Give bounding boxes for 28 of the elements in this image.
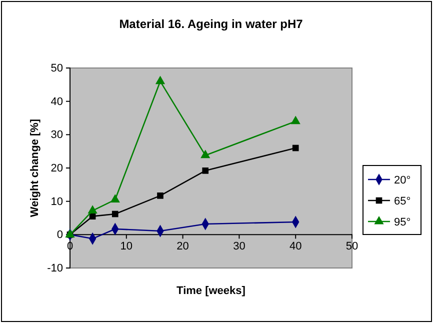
y-tick-label: -10 [47, 262, 63, 275]
point [157, 192, 164, 199]
point [292, 144, 299, 152]
y-tick-label: 20 [50, 162, 63, 175]
legend-label: 65° [394, 196, 411, 208]
y-axis-title: Weight change [%] [29, 118, 41, 218]
x-tick-label: 10 [120, 240, 133, 252]
point [65, 229, 75, 238]
y-tick-label: 40 [50, 96, 63, 108]
x-tick-label: 30 [233, 240, 246, 252]
x-tick-label: 40 [289, 240, 302, 252]
point [110, 194, 120, 202]
point [155, 76, 166, 84]
y-tick-label: 50 [50, 62, 63, 75]
point [202, 168, 209, 174]
chart-title: Material 16. Ageing in water pH7 [119, 17, 304, 31]
y-tick-label: 0 [56, 229, 63, 242]
point [112, 210, 118, 218]
y-tick-label: 10 [50, 196, 63, 208]
point [290, 116, 300, 124]
point [88, 205, 98, 214]
x-tick-label: 50 [346, 240, 358, 252]
y-tick-label: 30 [50, 129, 63, 142]
x-tick-label: 20 [176, 240, 189, 252]
point [200, 150, 210, 158]
legend-label: 20° [394, 174, 411, 186]
legend-label: 95° [394, 216, 411, 228]
x-axis-title: Time [weeks] [176, 285, 246, 297]
